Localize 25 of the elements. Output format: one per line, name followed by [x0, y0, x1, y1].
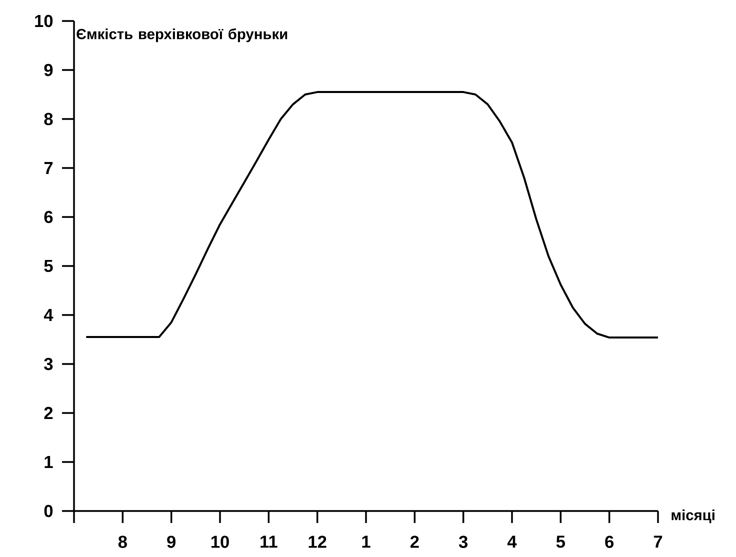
x-tick-label: 3 — [458, 536, 468, 548]
x-tick-label: 4 — [507, 536, 517, 548]
x-tick-label: 2 — [410, 536, 419, 548]
x-tick-label: 1 — [362, 536, 370, 548]
y-tick-label: 5 — [44, 260, 53, 272]
x-tick-label: 8 — [118, 536, 127, 548]
y-tick-label: 2 — [44, 406, 53, 420]
x-axis-title: місяці — [672, 510, 714, 524]
x-tick-label: 6 — [605, 536, 614, 548]
y-tick-label: 3 — [44, 358, 53, 370]
y-tick-label: 8 — [44, 112, 53, 126]
y-tick-label: 6 — [44, 210, 53, 224]
x-tick-label: 10 — [211, 536, 229, 548]
y-tick-label: 9 — [44, 64, 53, 76]
y-tick-label: 1 — [44, 456, 53, 468]
x-tick-label: 7 — [654, 536, 662, 548]
x-tick-label: 9 — [167, 536, 176, 548]
y-tick-label: 10 — [35, 14, 53, 28]
y-tick-label: 4 — [44, 309, 54, 321]
x-tick-label: 12 — [308, 536, 326, 548]
x-tick-label: 11 — [260, 536, 278, 548]
y-tick-label: 7 — [44, 162, 53, 174]
x-tick-label: 5 — [556, 536, 565, 548]
y-tick-label: 0 — [44, 504, 53, 518]
y-axis-title: Ємкість верхівкової бруньки — [76, 28, 288, 42]
